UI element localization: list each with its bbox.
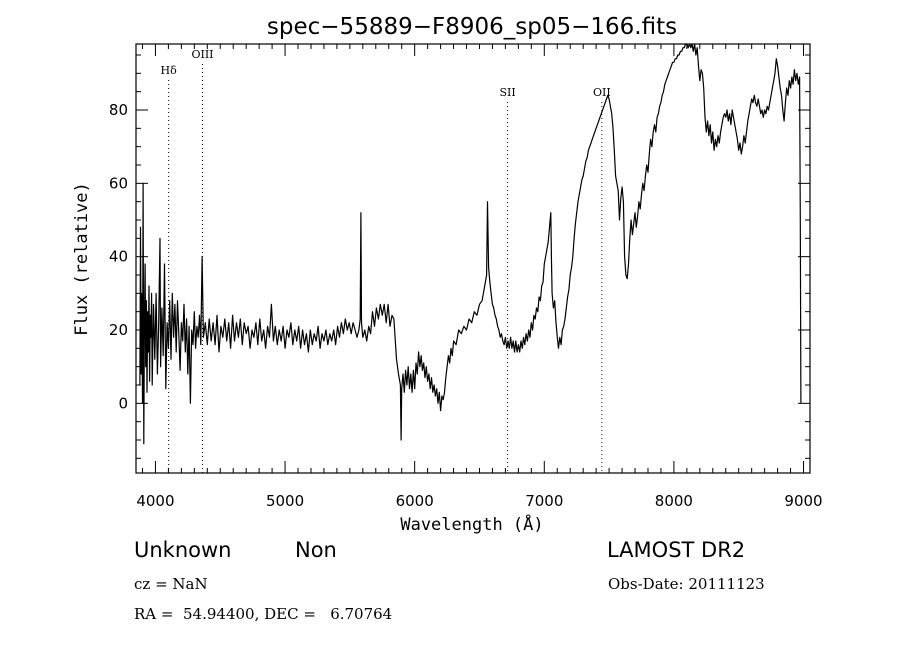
emission-line-label: OIII [191, 48, 213, 61]
x-tick-label: 7000 [525, 492, 563, 510]
observation-date: Obs-Date: 20111123 [608, 575, 765, 593]
y-tick-label: 0 [118, 394, 128, 412]
spectral-class: Unknown [134, 538, 232, 562]
y-axis-label: Flux (relative) [72, 182, 92, 336]
x-axis-label: Wavelength (Å) [400, 513, 543, 535]
spectral-subclass: Non [295, 538, 337, 562]
emission-line-markers: Hδ OIII SII OII [161, 48, 611, 473]
y-tick-label: 20 [109, 321, 128, 339]
axes: 4000 5000 6000 7000 8000 9000 0 20 40 60 80 [109, 44, 823, 510]
plot-frame [135, 43, 811, 474]
y-tick-label: 80 [109, 101, 128, 119]
emission-line-label: Hδ [161, 64, 178, 77]
emission-line-label: SII [499, 86, 515, 99]
x-tick-label: 8000 [655, 492, 693, 510]
x-tick-label: 6000 [396, 492, 434, 510]
x-tick-label: 5000 [266, 492, 304, 510]
sky-coordinates: RA = 54.94400, DEC = 6.70764 [134, 605, 393, 623]
y-tick-label: 60 [109, 174, 128, 192]
x-tick-label: 9000 [784, 492, 822, 510]
survey-name: LAMOST DR2 [607, 538, 746, 562]
chart-title: spec−55889−F8906_sp05−166.fits [267, 14, 677, 40]
spectrum-line [139, 43, 802, 445]
y-tick-label: 40 [109, 248, 128, 266]
redshift-cz: cz = NaN [134, 575, 208, 593]
x-tick-label: 4000 [136, 492, 174, 510]
emission-line-label: OII [593, 86, 611, 99]
